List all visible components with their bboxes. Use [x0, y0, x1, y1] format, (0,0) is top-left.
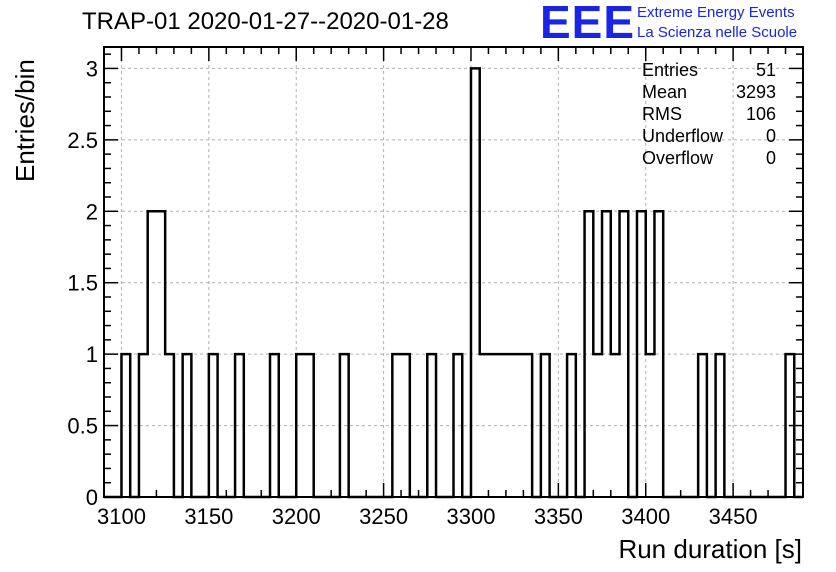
stat-value: 3293 [735, 82, 776, 102]
histogram-bin [139, 354, 148, 497]
histogram-bin [454, 354, 463, 497]
histogram-bin [148, 211, 157, 497]
histogram-bin [506, 354, 515, 497]
x-tick-label: 3250 [359, 504, 408, 529]
y-tick-label: 1 [86, 342, 98, 367]
stat-row-overflow: Overflow 0 [640, 148, 780, 170]
stat-label: Entries [642, 60, 699, 80]
histogram-bin [515, 354, 524, 497]
histogram-bin [523, 354, 532, 497]
histogram-layer [104, 67, 803, 499]
histogram-bin [497, 354, 506, 497]
histogram-bin [716, 354, 725, 497]
stat-label: RMS [642, 104, 682, 124]
stat-row-underflow: Underflow 0 [640, 126, 780, 148]
stat-row-mean: Mean 3293 [640, 82, 780, 104]
histogram-bin [585, 211, 594, 497]
histogram-bin [427, 354, 436, 497]
y-tick-label: 1.5 [67, 271, 98, 296]
histogram-bin [305, 354, 314, 497]
logo-line-1: Extreme Energy Events [637, 4, 795, 21]
x-tick-label: 3400 [621, 504, 670, 529]
histogram-bin [340, 354, 349, 497]
histogram-bin [471, 68, 480, 497]
x-tick-label: 3100 [97, 504, 146, 529]
histogram-bin [235, 354, 244, 497]
histogram-bin [480, 354, 489, 497]
stat-label: Mean [642, 82, 688, 102]
y-tick-label: 0 [86, 485, 98, 510]
histogram-outline [104, 67, 803, 499]
histogram-bin [637, 211, 646, 497]
histogram-bin [602, 211, 611, 497]
y-tick-label: 0.5 [67, 414, 98, 439]
histogram-bin [156, 211, 165, 497]
histogram-bin [488, 354, 497, 497]
logo-line-2: La Scienza nelle Scuole [637, 24, 798, 41]
histogram-bin [654, 211, 663, 497]
x-tick-label: 3350 [534, 504, 583, 529]
stat-row-rms: RMS 106 [640, 104, 780, 126]
histogram-bin [296, 354, 305, 497]
histogram-bin [698, 354, 707, 497]
x-tick-label: 3450 [709, 504, 758, 529]
histogram-bin [611, 354, 620, 497]
histogram-bin [270, 354, 279, 497]
stat-label: Underflow [642, 126, 724, 146]
logo-mark: EEE [540, 0, 636, 48]
y-tick-label: 2.5 [67, 128, 98, 153]
x-axis-label: Run duration [s] [618, 534, 802, 564]
histogram-bin [593, 354, 602, 497]
stat-value: 0 [765, 148, 776, 168]
histogram-bin [121, 354, 130, 497]
stat-value: 51 [755, 60, 776, 80]
histogram-bin [401, 354, 410, 497]
histogram-bin [541, 354, 550, 497]
histogram-bin [620, 211, 629, 497]
histogram-bin [392, 354, 401, 497]
stat-row-entries: Entries 51 [640, 60, 780, 82]
stats-box: Entries 51 Mean 3293 RMS 106 Underflow 0… [640, 60, 780, 170]
histogram-bin [209, 354, 218, 497]
x-tick-label: 3200 [272, 504, 321, 529]
eee-logo: EEE Extreme Energy Events La Scienza nel… [540, 0, 836, 48]
histogram-bin [567, 354, 576, 497]
y-tick-label: 2 [86, 199, 98, 224]
stat-label: Overflow [642, 148, 714, 168]
stat-value: 0 [765, 126, 776, 146]
y-tick-label: 3 [86, 56, 98, 81]
x-tick-label: 3300 [446, 504, 495, 529]
y-axis-label: Entries/bin [10, 59, 40, 182]
histogram-bin [183, 354, 192, 497]
axis-layer: 3100 3150 3200 3250 3300 3350 3400 345000.511.5… [67, 47, 804, 529]
histogram-bin [646, 354, 655, 497]
chart-title: TRAP-01 2020-01-27--2020-01-28 [82, 8, 449, 35]
stat-value: 106 [745, 104, 776, 124]
x-tick-label: 3150 [184, 504, 233, 529]
histogram-bin [165, 354, 174, 497]
